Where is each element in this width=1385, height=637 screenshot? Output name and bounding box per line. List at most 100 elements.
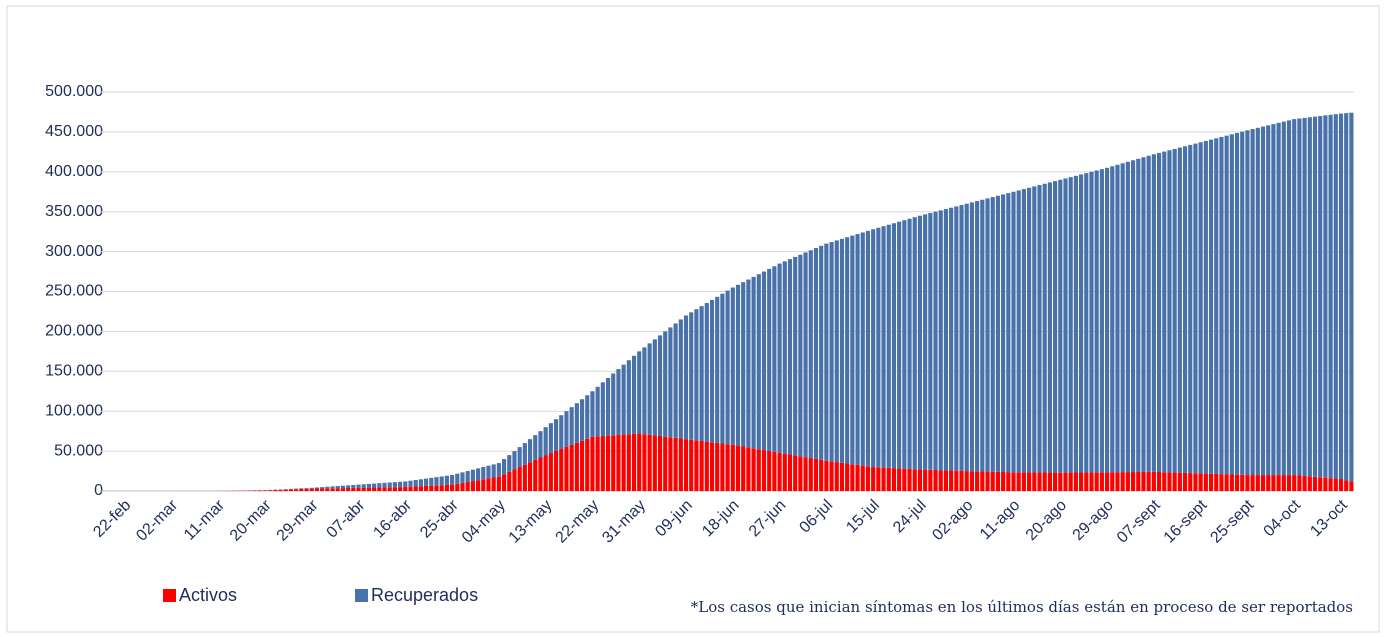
bar-segment: [735, 284, 741, 446]
bar-segment: [1219, 474, 1224, 491]
bar-segment: [486, 465, 491, 479]
bar-segment: [746, 447, 751, 491]
bar-segment: [1125, 161, 1130, 473]
bar-segment: [1182, 146, 1188, 473]
bar-segment: [969, 202, 975, 472]
bar-segment: [652, 339, 657, 436]
bar-segment: [1260, 126, 1266, 476]
bar-segment: [481, 467, 486, 480]
bar-segment: [1349, 112, 1354, 482]
bar-segment: [912, 469, 917, 491]
bar-segment: [314, 487, 320, 489]
bar-segment: [871, 229, 876, 468]
bar-segment: [553, 419, 559, 452]
bar-segment: [314, 488, 320, 491]
bar-segment: [340, 485, 346, 489]
bar-segment: [439, 476, 444, 486]
bar-segment: [382, 482, 387, 488]
bar-segment: [751, 276, 756, 449]
bar-segment: [455, 473, 460, 484]
bar-segment: [637, 433, 642, 491]
bar-segment: [709, 442, 715, 491]
bar-segment: [1099, 472, 1104, 491]
bar-segment: [663, 331, 668, 437]
bar-segment: [897, 221, 902, 469]
bar-segment: [1250, 475, 1255, 491]
bar-segment: [579, 399, 585, 441]
bar-segment: [372, 483, 377, 488]
bar-segment: [1229, 134, 1234, 475]
bar-segment: [538, 431, 543, 458]
bar-segment: [1172, 148, 1177, 473]
bar-segment: [850, 235, 855, 465]
bar-segment: [824, 460, 829, 491]
bar-segment: [751, 448, 756, 491]
bar-segment: [621, 364, 626, 435]
bar-segment: [1089, 472, 1094, 491]
bar-segment: [1302, 475, 1307, 491]
bar-segment: [1297, 118, 1302, 476]
bar-segment: [424, 485, 429, 491]
bar-segment: [725, 444, 730, 491]
bar-segment: [756, 449, 761, 491]
bar-segment: [1224, 474, 1229, 491]
bar-segment: [621, 434, 626, 491]
bar-segment: [1203, 140, 1208, 474]
y-tick-label: 250.000: [45, 283, 103, 300]
bar-segment: [1333, 478, 1338, 491]
bar-segment: [429, 477, 434, 486]
bar-segment: [1302, 117, 1307, 476]
bar-segment: [1027, 187, 1032, 473]
bar-segment: [470, 481, 475, 491]
bar-segment: [491, 464, 496, 478]
bar-segment: [891, 468, 897, 491]
bar-segment: [964, 203, 969, 472]
bar-segment: [450, 484, 455, 491]
bar-segment: [413, 486, 418, 491]
bar-segment: [252, 490, 257, 491]
bar-segment: [559, 415, 564, 449]
bar-segment: [1068, 177, 1073, 473]
bar-segment: [309, 487, 314, 489]
bar-segment: [304, 488, 309, 489]
bar-segment: [273, 489, 278, 491]
y-tick-label: 300.000: [45, 243, 103, 260]
bar-segment: [465, 471, 470, 482]
bar-segment: [1006, 193, 1011, 473]
bar-segment: [377, 487, 382, 491]
y-tick-label: 500.000: [45, 83, 103, 100]
bar-segment: [278, 489, 283, 491]
bar-segment: [865, 230, 871, 467]
bar-segment: [257, 490, 262, 491]
bar-segment: [1016, 190, 1021, 473]
bar-segment: [392, 487, 397, 491]
bar-segment: [1162, 151, 1167, 473]
bar-segment: [720, 293, 725, 444]
bar-segment: [969, 471, 975, 491]
bar-segment: [985, 198, 990, 472]
bar-segment: [949, 470, 954, 491]
bar-segment: [507, 471, 512, 491]
bar-segment: [429, 485, 434, 491]
bar-segment: [574, 442, 579, 491]
bar-segment: [605, 435, 611, 491]
bar-segment: [605, 377, 611, 436]
bar-segment: [782, 453, 787, 491]
y-tick-label: 350.000: [45, 203, 103, 220]
bar-segment: [496, 476, 501, 491]
bar-segment: [569, 407, 574, 445]
bar-segment: [1224, 135, 1229, 475]
bar-segment: [959, 470, 964, 491]
bar-segment: [553, 451, 559, 491]
bar-segment: [813, 248, 819, 459]
bar-segment: [512, 451, 517, 470]
bar-segment: [1255, 127, 1260, 476]
bar-segment: [1032, 186, 1037, 473]
bar-segment: [855, 464, 860, 491]
bar-segment: [694, 309, 699, 441]
bar-segment: [668, 437, 673, 491]
bar-segment: [1214, 473, 1219, 491]
bar-segment: [735, 445, 741, 491]
bar-segment: [1167, 472, 1172, 491]
bar-segment: [631, 433, 637, 491]
